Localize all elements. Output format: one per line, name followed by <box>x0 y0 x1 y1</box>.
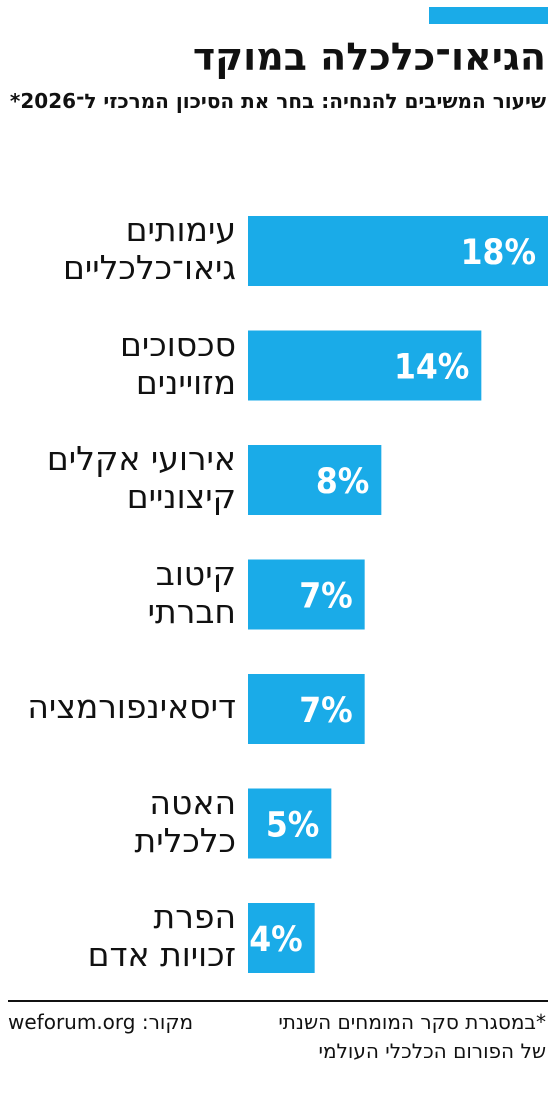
bar-value-label: 4% <box>249 920 302 960</box>
bar-value-label: 7% <box>299 577 352 617</box>
bar <box>248 216 548 286</box>
accent-bar <box>429 7 548 24</box>
footnote: *במסגרת סקר המומחים השנתי של הפורום הכלכ… <box>278 1010 546 1063</box>
footer-divider <box>8 1000 548 1002</box>
category-label-line: חברתי <box>147 591 236 631</box>
bar <box>248 788 332 859</box>
category-label-line: אירועי אקלים <box>46 439 236 478</box>
bar-value-label: 7% <box>299 691 352 731</box>
category-label: קיטוב חברתי <box>0 553 236 631</box>
chart-title: הגיאו־כלכלה במוקד <box>192 35 546 79</box>
bar-value-label: 8% <box>316 462 369 502</box>
bar <box>248 674 365 744</box>
category-label-line: מזויינים <box>135 362 236 402</box>
category-label-line: דיסאינפורמציה <box>27 687 236 726</box>
category-label-line: גיאו־כלכליים <box>62 248 236 287</box>
category-label-line: זכויות אדם <box>87 935 236 974</box>
bar-value-label: 18% <box>461 233 536 273</box>
category-label: האטה כלכלית <box>0 782 236 860</box>
category-label: עימותים גיאו־כלכליים <box>0 211 236 287</box>
bar-value-label: 14% <box>394 348 469 388</box>
category-label-line: קיצוניים <box>126 477 236 516</box>
bar <box>248 330 482 401</box>
bar <box>248 445 382 515</box>
category-label: סכסוכים מזויינים <box>0 324 236 402</box>
bar-value-label: 5% <box>266 806 319 846</box>
category-label: אירועי אקלים קיצוניים <box>0 440 236 516</box>
category-label-line: עימותים <box>125 210 236 249</box>
category-label-line: כלכלית <box>134 820 236 860</box>
category-label-line: הפרת <box>153 897 236 936</box>
bar <box>248 559 365 630</box>
category-label-line: סכסוכים <box>120 324 236 364</box>
category-label: הפרת זכויות אדם <box>0 898 236 974</box>
bar <box>248 903 315 973</box>
category-label: דיסאינפורמציה <box>0 688 236 726</box>
source-credit: מקור: weforum.org <box>8 1010 194 1034</box>
category-label-line: האטה <box>149 782 236 822</box>
chart-subtitle: שיעור המשיבים להנחיה: בחר את הסיכון המרכ… <box>9 89 546 113</box>
category-label-line: קיטוב <box>155 553 236 593</box>
